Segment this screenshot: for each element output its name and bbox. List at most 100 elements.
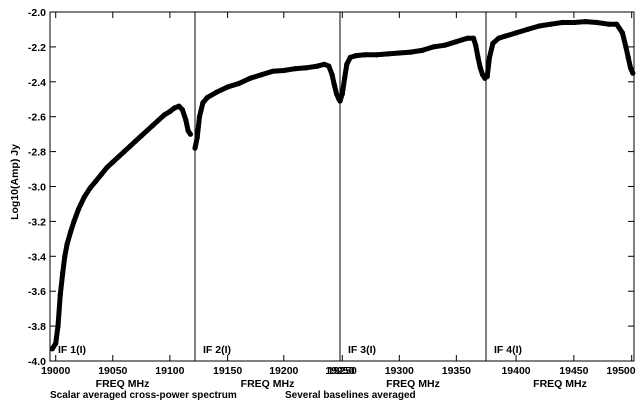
data-point	[204, 94, 210, 101]
data-point	[484, 74, 490, 80]
panel-4: IF 4(I)	[484, 11, 636, 362]
data-point	[171, 105, 177, 111]
data-point	[321, 61, 327, 67]
data-point	[200, 100, 206, 106]
panel-label: IF 4(I)	[494, 344, 522, 356]
y-tick-label: -2.4	[28, 77, 46, 89]
data-point	[213, 89, 219, 95]
data-point	[270, 68, 276, 74]
data-point	[192, 145, 198, 151]
data-point	[559, 19, 565, 26]
data-point	[194, 135, 200, 141]
data-point	[571, 19, 577, 26]
data-point	[71, 218, 77, 224]
data-point	[87, 185, 93, 191]
data-point	[75, 206, 82, 212]
y-tick-label: -3.6	[28, 286, 46, 298]
y-tick-label: -3.8	[28, 321, 46, 333]
data-point	[525, 26, 531, 32]
panel-3: IF 3(I)	[337, 11, 488, 362]
panel-label: IF 3(I)	[348, 344, 376, 356]
caption-right: Several baselines averaged	[285, 390, 416, 401]
y-tick-label: -2.2	[28, 42, 46, 54]
x-axis-title: FREQ MHz	[241, 378, 295, 390]
data-point	[196, 114, 203, 120]
panel-frame	[485, 11, 635, 362]
y-axis-title: Log10(Amp) Jy	[9, 144, 21, 220]
data-point	[144, 128, 150, 134]
caption-left: Scalar averaged cross-power spectrum	[50, 390, 237, 401]
data-point	[536, 23, 542, 29]
data-point	[303, 65, 309, 71]
panel-frame	[49, 11, 196, 362]
data-point	[258, 72, 264, 78]
data-point	[133, 138, 139, 144]
data-point	[110, 159, 116, 165]
y-axis: Log10(Amp) Jy -2.0 -2.2 -2.4 -2.6 -2.8 -3.0 -3…	[9, 7, 634, 368]
data-point	[62, 253, 68, 259]
panel-frame	[339, 11, 487, 362]
data-point	[138, 133, 144, 139]
data-point	[486, 54, 493, 61]
data-point	[430, 44, 437, 50]
data-point	[81, 194, 87, 200]
data-point	[442, 42, 448, 48]
x-tick-label: 19300	[385, 365, 414, 377]
data-point	[353, 53, 359, 59]
data-point	[225, 84, 231, 90]
data-point	[473, 42, 479, 48]
data-point	[627, 65, 634, 71]
data-point	[459, 37, 465, 43]
data-point	[155, 117, 162, 123]
data-point	[342, 75, 348, 81]
data-point	[623, 44, 629, 50]
y-tick-label: -2.8	[28, 147, 46, 159]
y-tick-label: -2.0	[28, 7, 46, 19]
data-point	[408, 49, 414, 55]
x-tick-label: 19500	[606, 365, 635, 377]
data-point	[281, 67, 287, 74]
captions: Scalar averaged cross-power spectrum Sev…	[50, 390, 416, 401]
data-point	[57, 292, 63, 298]
data-point	[470, 35, 477, 41]
data-point	[314, 63, 321, 69]
data-point	[167, 108, 173, 115]
data-point	[630, 70, 636, 76]
data-point	[53, 340, 59, 347]
panel-2: IF 2(I)	[192, 11, 342, 362]
data-point	[55, 323, 61, 329]
x-tick-label: 19150	[213, 365, 242, 377]
data-point	[68, 229, 74, 235]
spectrum-line	[49, 103, 193, 352]
data-point	[344, 61, 350, 67]
data-point	[49, 346, 55, 352]
data-point	[64, 241, 70, 247]
data-point	[619, 30, 626, 36]
y-tick-label: -3.0	[28, 182, 46, 194]
data-point	[104, 164, 110, 170]
data-point	[465, 35, 471, 41]
data-point	[625, 54, 631, 61]
data-point	[594, 19, 600, 26]
data-point	[385, 51, 391, 57]
panel-1: IF 1(I)	[49, 11, 196, 362]
data-point	[339, 91, 345, 97]
data-point	[127, 143, 133, 149]
data-point	[337, 98, 343, 104]
data-point	[453, 39, 459, 45]
x-tick-label: 19050	[98, 365, 127, 377]
x-tick-label: 19450	[559, 365, 588, 377]
x-axis-title: FREQ MHz	[386, 378, 440, 390]
data-point	[247, 75, 253, 81]
data-point	[501, 33, 508, 40]
data-point	[362, 52, 368, 58]
data-point	[331, 82, 337, 88]
y-tick-group: -2.0 -2.2 -2.4 -2.6 -2.8 -3.0 -3.2 -3.4 -3.6 -3.8…	[28, 7, 634, 368]
spectrum-line	[337, 35, 488, 104]
panel-label: IF 2(I)	[203, 344, 231, 356]
x-tick-label: 19400	[501, 365, 530, 377]
x-tick-label: 19200	[269, 365, 298, 377]
data-point	[347, 54, 353, 61]
